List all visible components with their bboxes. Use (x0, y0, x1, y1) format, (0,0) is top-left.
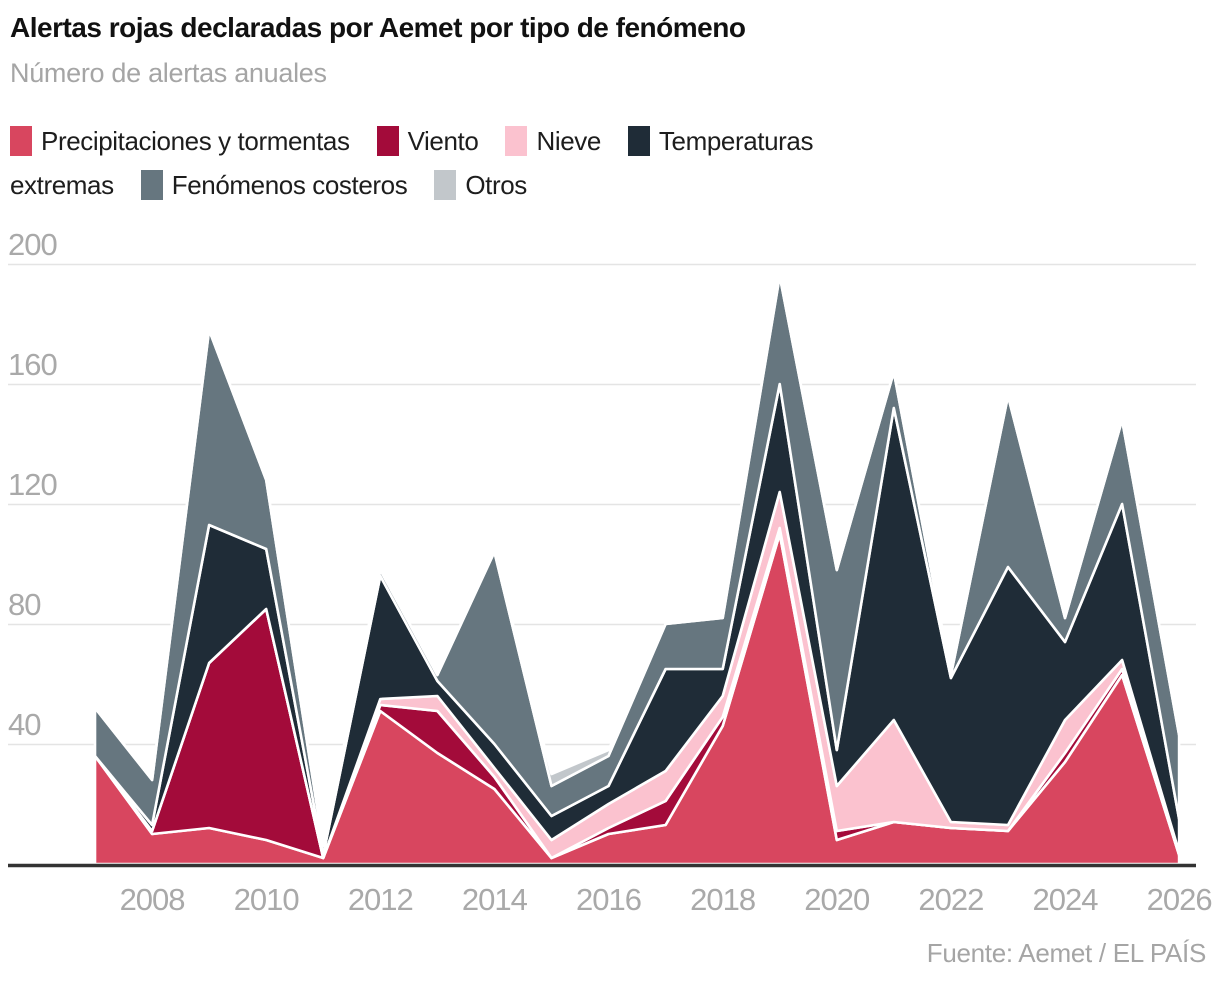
legend-item-nieve: Nieve (505, 126, 601, 156)
page-title: Alertas rojas declaradas por Aemet por t… (10, 12, 746, 43)
x-tick-label-2010: 2010 (234, 882, 300, 917)
legend-swatch (10, 126, 32, 156)
y-tick-label-40: 40 (8, 707, 41, 742)
x-tick-label-2012: 2012 (348, 882, 413, 917)
legend-swatch (627, 126, 650, 156)
y-tick-label-120: 120 (8, 467, 57, 502)
legend-label: Viento (407, 126, 479, 156)
x-tick-label-2018: 2018 (690, 882, 755, 917)
x-tick-label-2026: 2026 (1147, 882, 1212, 917)
y-tick-label-160: 160 (8, 347, 57, 382)
x-tick-label-2014: 2014 (462, 882, 528, 917)
legend-item-extremas: extremas (10, 170, 114, 200)
legend: Precipitaciones y tormentas Viento Nieve Te… (10, 126, 1210, 214)
legend-label: Temperaturas (658, 126, 814, 156)
legend-swatch (140, 170, 163, 200)
x-tick-label-2008: 2008 (120, 882, 185, 917)
legend-item-temperaturas: Temperaturas (627, 126, 814, 156)
legend-item-fen-menos-costeros: Fenómenos costeros (140, 170, 408, 200)
legend-item-precipitaciones-y-tormentas: Precipitaciones y tormentas (10, 126, 350, 156)
legend-swatch (376, 126, 399, 156)
x-tick-label-2022: 2022 (918, 882, 983, 917)
legend-row-2: extremas Fenómenos costeros Otros (10, 170, 1210, 214)
x-tick-label-2020: 2020 (804, 882, 870, 917)
legend-item-viento: Viento (376, 126, 479, 156)
page-subtitle: Número de alertas anuales (10, 58, 327, 88)
legend-row-1: Precipitaciones y tormentas Viento Nieve Te… (10, 126, 1210, 170)
legend-label: extremas (10, 170, 114, 200)
legend-swatch (434, 170, 457, 200)
legend-label: Nieve (536, 126, 601, 156)
x-tick-label-2024: 2024 (1033, 882, 1099, 917)
y-tick-label-80: 80 (8, 587, 41, 622)
legend-swatch (505, 126, 528, 156)
legend-label: Precipitaciones y tormentas (41, 126, 350, 156)
x-tick-label-2016: 2016 (576, 882, 641, 917)
y-tick-label-200: 200 (8, 227, 57, 262)
legend-label: Otros (465, 170, 527, 200)
legend-item-otros: Otros (434, 170, 527, 200)
source-credit: Fuente: Aemet / EL PAÍS (926, 938, 1207, 968)
area-band-otros (93, 274, 1181, 848)
legend-label: Fenómenos costeros (171, 170, 408, 200)
